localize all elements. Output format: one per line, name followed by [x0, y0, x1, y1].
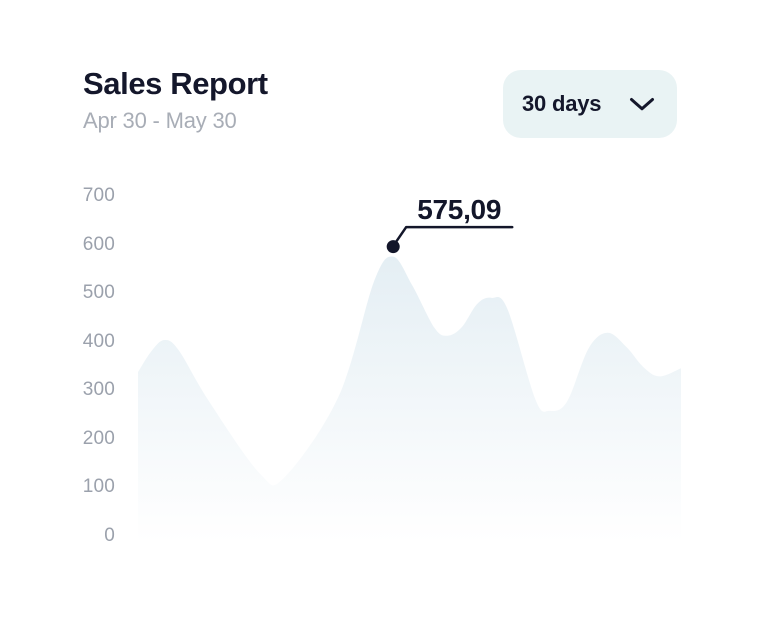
date-range: Apr 30 - May 30 — [83, 107, 237, 133]
chevron-down-icon — [630, 97, 654, 110]
y-axis-label: 100 — [82, 476, 115, 497]
peak-annotation: 575,09 — [386, 194, 514, 254]
y-axis-label: 700 — [82, 185, 115, 206]
y-axis-label: 300 — [82, 379, 115, 400]
page-title: Sales Report — [83, 66, 268, 101]
y-axis-label: 0 — [104, 524, 115, 546]
data-point-value-label: 575,09 — [417, 194, 501, 225]
y-axis-label: 600 — [82, 233, 115, 255]
y-axis-label: 200 — [82, 427, 115, 449]
area-series — [138, 256, 681, 552]
y-axis-label: 400 — [82, 330, 115, 352]
data-point-marker[interactable] — [386, 240, 400, 254]
period-dropdown[interactable]: 30 days — [503, 70, 677, 138]
report-header: Sales Report Apr 30 - May 30 — [83, 66, 268, 133]
annotation-connector-line — [392, 225, 514, 246]
period-dropdown-label: 30 days — [522, 91, 602, 116]
y-axis-label: 500 — [82, 282, 115, 303]
